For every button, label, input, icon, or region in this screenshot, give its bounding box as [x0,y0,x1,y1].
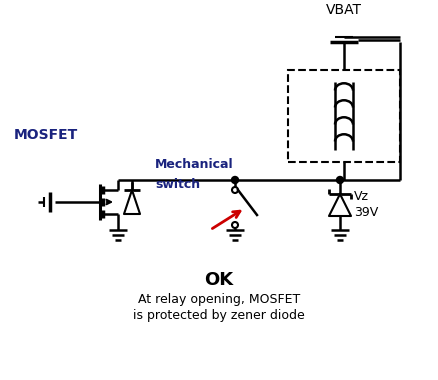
Text: VBAT: VBAT [326,3,362,17]
Bar [288,70,400,162]
Polygon shape [124,190,140,214]
Text: switch: switch [155,177,200,190]
Circle shape [336,176,343,184]
Text: is protected by zener diode: is protected by zener diode [133,309,305,323]
Text: MOSFET: MOSFET [14,128,78,142]
Text: At relay opening, MOSFET: At relay opening, MOSFET [138,293,300,307]
Text: Vz: Vz [354,190,369,204]
Text: OK: OK [205,271,233,289]
Polygon shape [329,194,351,216]
Circle shape [232,176,239,184]
Text: Mechanical: Mechanical [155,158,233,171]
Text: 39V: 39V [354,206,378,220]
